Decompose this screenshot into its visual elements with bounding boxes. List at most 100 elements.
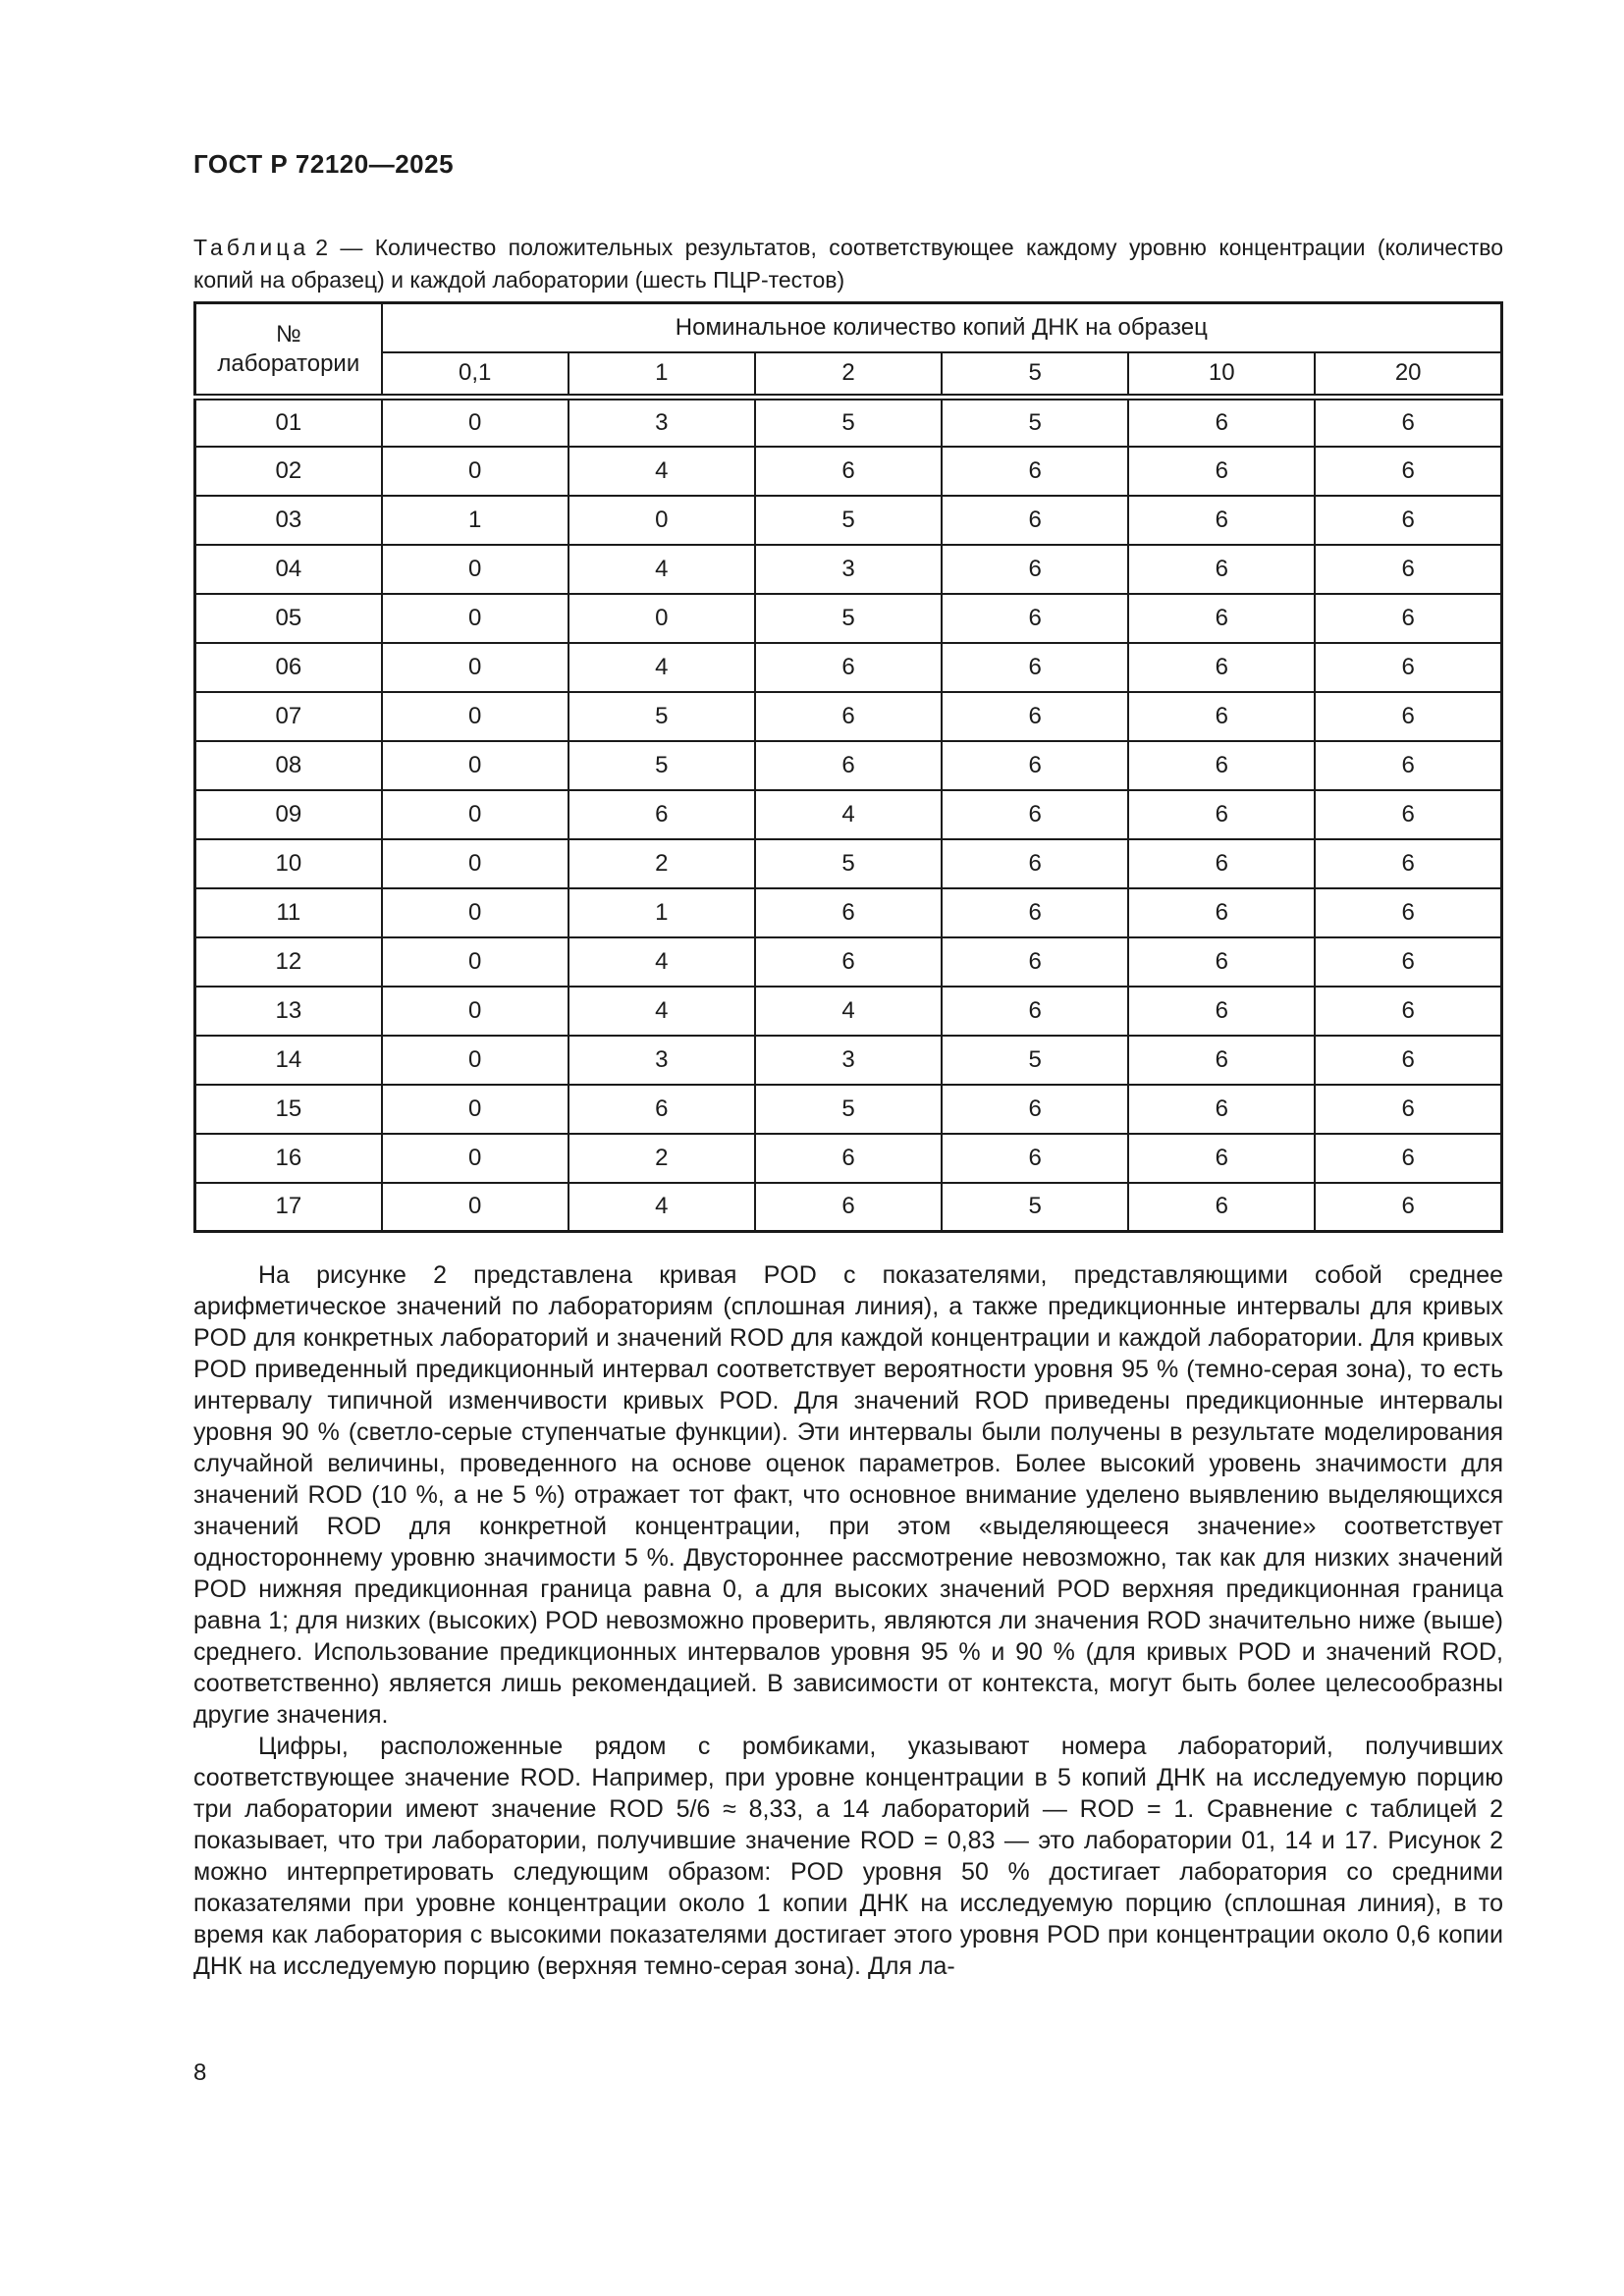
result-count-cell: 6 [1127, 837, 1317, 889]
result-count-cell: 5 [753, 1083, 944, 1135]
result-count-cell: 0 [380, 445, 569, 497]
table-body: 01 0 3 5 5 6 6 02 0 4 6 6 6 6 03 1 0 5 6 6 6 04 0 4 3 6 6 6 05 0 0 5 6 6 6… [193, 394, 1503, 1233]
result-count-cell: 0 [567, 592, 756, 644]
result-count-cell: 6 [1127, 445, 1317, 497]
table-caption-number: 2 — [315, 235, 363, 260]
result-count-cell: 6 [753, 739, 944, 791]
concentration-header-cell: 2 [753, 350, 944, 399]
result-count-cell: 6 [1127, 739, 1317, 791]
table-row: 04 0 4 3 6 6 6 [193, 543, 1503, 595]
result-count-cell: 6 [1127, 935, 1317, 988]
concentration-header-row: 0,1 1 2 5 10 20 [195, 350, 1503, 399]
result-count-cell: 0 [380, 739, 569, 791]
result-count-cell: 2 [567, 837, 756, 889]
lab-number-cell: 16 [193, 1132, 383, 1184]
result-count-cell: 5 [753, 494, 944, 546]
result-count-cell: 3 [567, 394, 756, 448]
lab-number-cell: 01 [193, 394, 383, 448]
result-count-cell: 6 [567, 788, 756, 840]
lab-number-cell: 06 [193, 641, 383, 693]
result-count-cell: 4 [567, 935, 756, 988]
result-count-cell: 6 [753, 690, 944, 742]
result-count-cell: 6 [1314, 690, 1503, 742]
result-count-cell: 6 [1314, 445, 1503, 497]
result-count-cell: 6 [941, 543, 1130, 595]
result-count-cell: 6 [567, 1083, 756, 1135]
result-count-cell: 6 [1127, 690, 1317, 742]
result-count-cell: 0 [380, 543, 569, 595]
table-row: 09 0 6 4 6 6 6 [193, 788, 1503, 840]
lab-number-cell: 02 [193, 445, 383, 497]
result-count-cell: 6 [941, 837, 1130, 889]
lab-number-column-header: № лаборатории [193, 301, 383, 399]
lab-number-cell: 13 [193, 985, 383, 1037]
table-row: 02 0 4 6 6 6 6 [193, 445, 1503, 497]
result-count-cell: 4 [567, 1181, 756, 1233]
result-count-cell: 6 [753, 1132, 944, 1184]
result-count-cell: 6 [1127, 641, 1317, 693]
result-count-cell: 4 [567, 543, 756, 595]
result-count-cell: 1 [567, 886, 756, 938]
table-row: 03 1 0 5 6 6 6 [193, 494, 1503, 546]
result-count-cell: 6 [1127, 592, 1317, 644]
result-count-cell: 5 [941, 1034, 1130, 1086]
results-table: № лаборатории Номинальное количество коп… [193, 301, 1503, 1233]
result-count-cell: 0 [380, 1132, 569, 1184]
result-count-cell: 6 [1314, 1181, 1503, 1233]
lab-number-cell: 08 [193, 739, 383, 791]
table-row: 15 0 6 5 6 6 6 [193, 1083, 1503, 1135]
result-count-cell: 0 [380, 837, 569, 889]
result-count-cell: 0 [380, 788, 569, 840]
result-count-cell: 6 [941, 445, 1130, 497]
lab-number-cell: 03 [193, 494, 383, 546]
result-count-cell: 4 [753, 985, 944, 1037]
result-count-cell: 5 [753, 837, 944, 889]
result-count-cell: 6 [1127, 1132, 1317, 1184]
doc-number: ГОСТ Р 72120—2025 [193, 149, 455, 179]
result-count-cell: 3 [753, 543, 944, 595]
table-row: 13 0 4 4 6 6 6 [193, 985, 1503, 1037]
result-count-cell: 6 [1314, 494, 1503, 546]
result-count-cell: 6 [1314, 641, 1503, 693]
result-count-cell: 6 [941, 1132, 1130, 1184]
body-paragraph: Цифры, расположенные рядом с ромбиками, … [193, 1733, 1503, 1980]
result-count-cell: 6 [1314, 837, 1503, 889]
table-row: 12 0 4 6 6 6 6 [193, 935, 1503, 988]
result-count-cell: 6 [941, 739, 1130, 791]
result-count-cell: 3 [753, 1034, 944, 1086]
result-count-cell: 6 [1127, 543, 1317, 595]
result-count-cell: 6 [941, 641, 1130, 693]
result-count-cell: 6 [1314, 985, 1503, 1037]
result-count-cell: 6 [753, 935, 944, 988]
table-row: 01 0 3 5 5 6 6 [193, 394, 1503, 448]
result-count-cell: 6 [1314, 394, 1503, 448]
result-count-cell: 6 [1127, 1181, 1317, 1233]
table-caption-label: Таблица [193, 235, 310, 260]
result-count-cell: 5 [753, 592, 944, 644]
result-count-cell: 4 [567, 641, 756, 693]
result-count-cell: 6 [941, 690, 1130, 742]
page-number: 8 [193, 2059, 207, 2086]
body-paragraph: На рисунке 2 представлена кривая POD с п… [193, 1261, 1503, 1729]
result-count-cell: 6 [1127, 788, 1317, 840]
result-count-cell: 6 [1314, 1132, 1503, 1184]
result-count-cell: 6 [1314, 543, 1503, 595]
result-count-cell: 6 [753, 886, 944, 938]
table-row: 10 0 2 5 6 6 6 [193, 837, 1503, 889]
result-count-cell: 6 [1314, 886, 1503, 938]
result-count-cell: 1 [380, 494, 569, 546]
result-count-cell: 6 [1314, 935, 1503, 988]
table-row: 08 0 5 6 6 6 6 [193, 739, 1503, 791]
result-count-cell: 5 [941, 394, 1130, 448]
table-row: 06 0 4 6 6 6 6 [193, 641, 1503, 693]
concentration-header-cell: 1 [567, 350, 756, 399]
result-count-cell: 6 [753, 641, 944, 693]
result-count-cell: 0 [380, 935, 569, 988]
result-count-cell: 0 [380, 592, 569, 644]
result-count-cell: 6 [941, 494, 1130, 546]
result-count-cell: 2 [567, 1132, 756, 1184]
result-count-cell: 5 [941, 1181, 1130, 1233]
result-count-cell: 0 [380, 886, 569, 938]
table-row: 16 0 2 6 6 6 6 [193, 1132, 1503, 1184]
